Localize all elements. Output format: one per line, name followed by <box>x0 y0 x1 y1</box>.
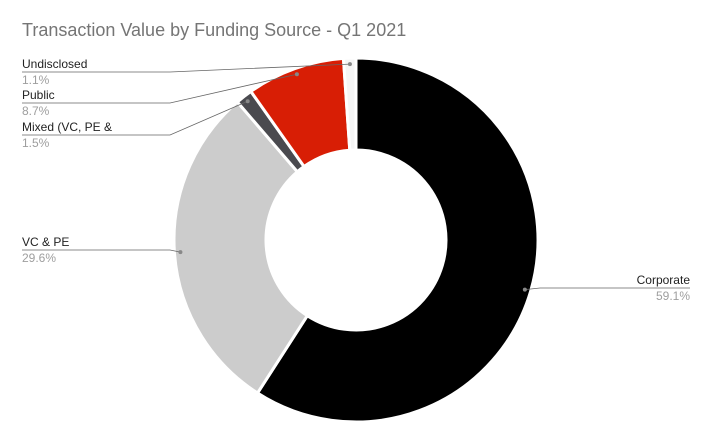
leader-dot <box>347 62 352 67</box>
leader-dot <box>294 72 299 77</box>
slice-percent-label: 8.7% <box>22 104 50 118</box>
leader-dot <box>178 250 183 255</box>
slice-label: Public <box>22 88 55 102</box>
leader-dot <box>522 287 527 292</box>
slice-undisclosed <box>341 56 358 152</box>
leader-line <box>22 73 297 104</box>
leader-dot <box>245 99 250 104</box>
slice-percent-label: 59.1% <box>656 289 690 303</box>
slice-label: Corporate <box>637 273 691 287</box>
slice-percent-label: 1.1% <box>22 73 50 87</box>
leader-line <box>22 100 248 136</box>
slice-label: VC & PE <box>22 235 69 249</box>
slice-vc-pe <box>172 99 310 396</box>
leader-line <box>22 63 350 73</box>
chart-title: Transaction Value by Funding Source - Q1… <box>22 20 407 40</box>
slice-percent-label: 1.5% <box>22 136 50 150</box>
slice-percent-label: 29.6% <box>22 251 56 265</box>
leader-line <box>524 287 690 291</box>
slice-corporate <box>255 56 540 424</box>
slice-label: Undisclosed <box>22 57 87 71</box>
slice-label: Mixed (VC, PE & <box>22 120 112 134</box>
leader-line <box>22 249 181 253</box>
